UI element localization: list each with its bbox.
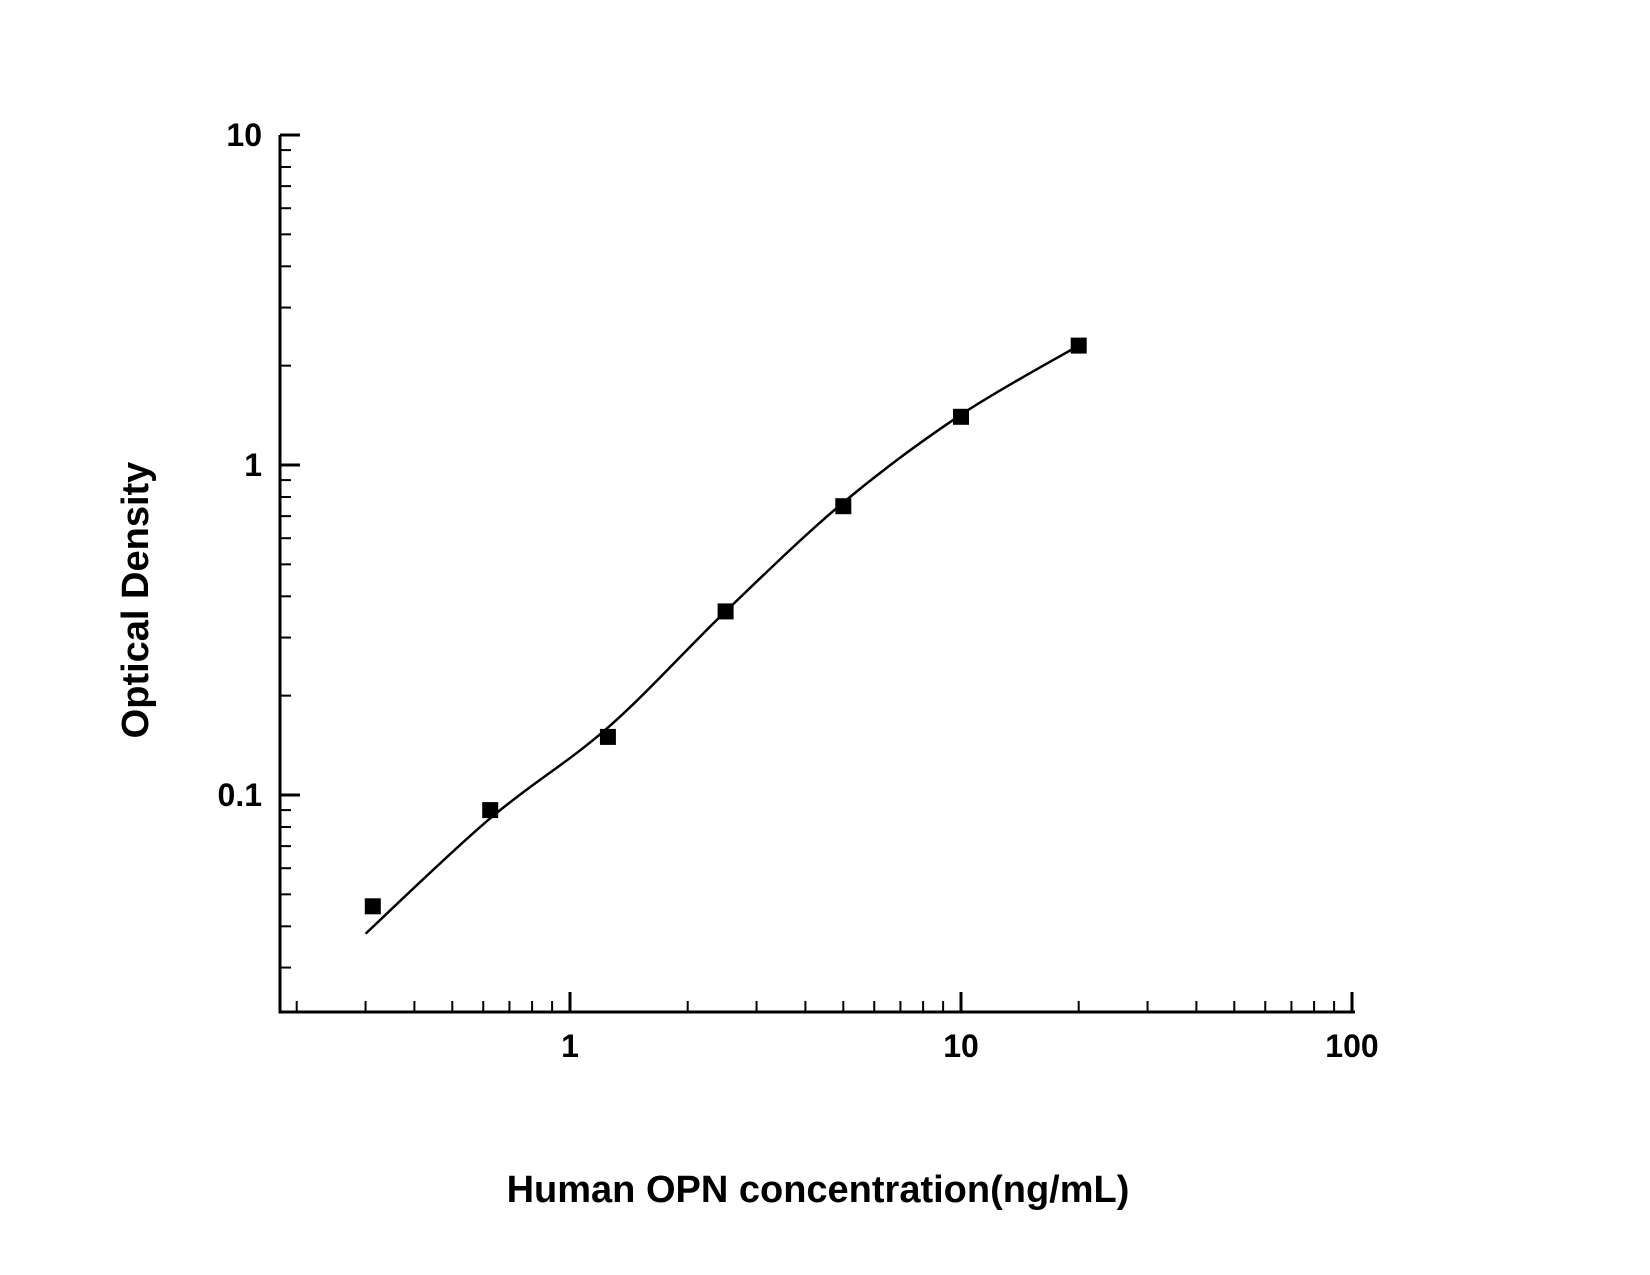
- x-tick-label: 10: [943, 1028, 979, 1064]
- y-tick-label: 1: [244, 447, 262, 483]
- data-point-marker: [953, 408, 969, 425]
- y-tick-label: 10: [226, 117, 262, 153]
- series-layer: [364, 337, 1087, 935]
- axes-layer: [278, 135, 1355, 1014]
- data-point-marker: [1070, 337, 1087, 354]
- y-axis-title: Optical Density: [115, 462, 157, 739]
- data-point-marker: [717, 603, 734, 620]
- y-tick-label: 0.1: [218, 777, 262, 813]
- ticks-layer: [280, 133, 1354, 1012]
- data-point-marker: [599, 728, 616, 745]
- data-point-marker: [482, 802, 499, 819]
- x-tick-label: 100: [1325, 1028, 1378, 1064]
- x-tick-label: 1: [561, 1028, 579, 1064]
- tick-labels-layer: 1 10 100 0.1 1 10: [218, 117, 1379, 1064]
- x-axis-title: Human OPN concentration(ng/mL): [507, 1169, 1130, 1211]
- data-point-marker: [364, 898, 381, 915]
- data-point-marker: [835, 498, 852, 515]
- fit-curve: [364, 344, 1080, 935]
